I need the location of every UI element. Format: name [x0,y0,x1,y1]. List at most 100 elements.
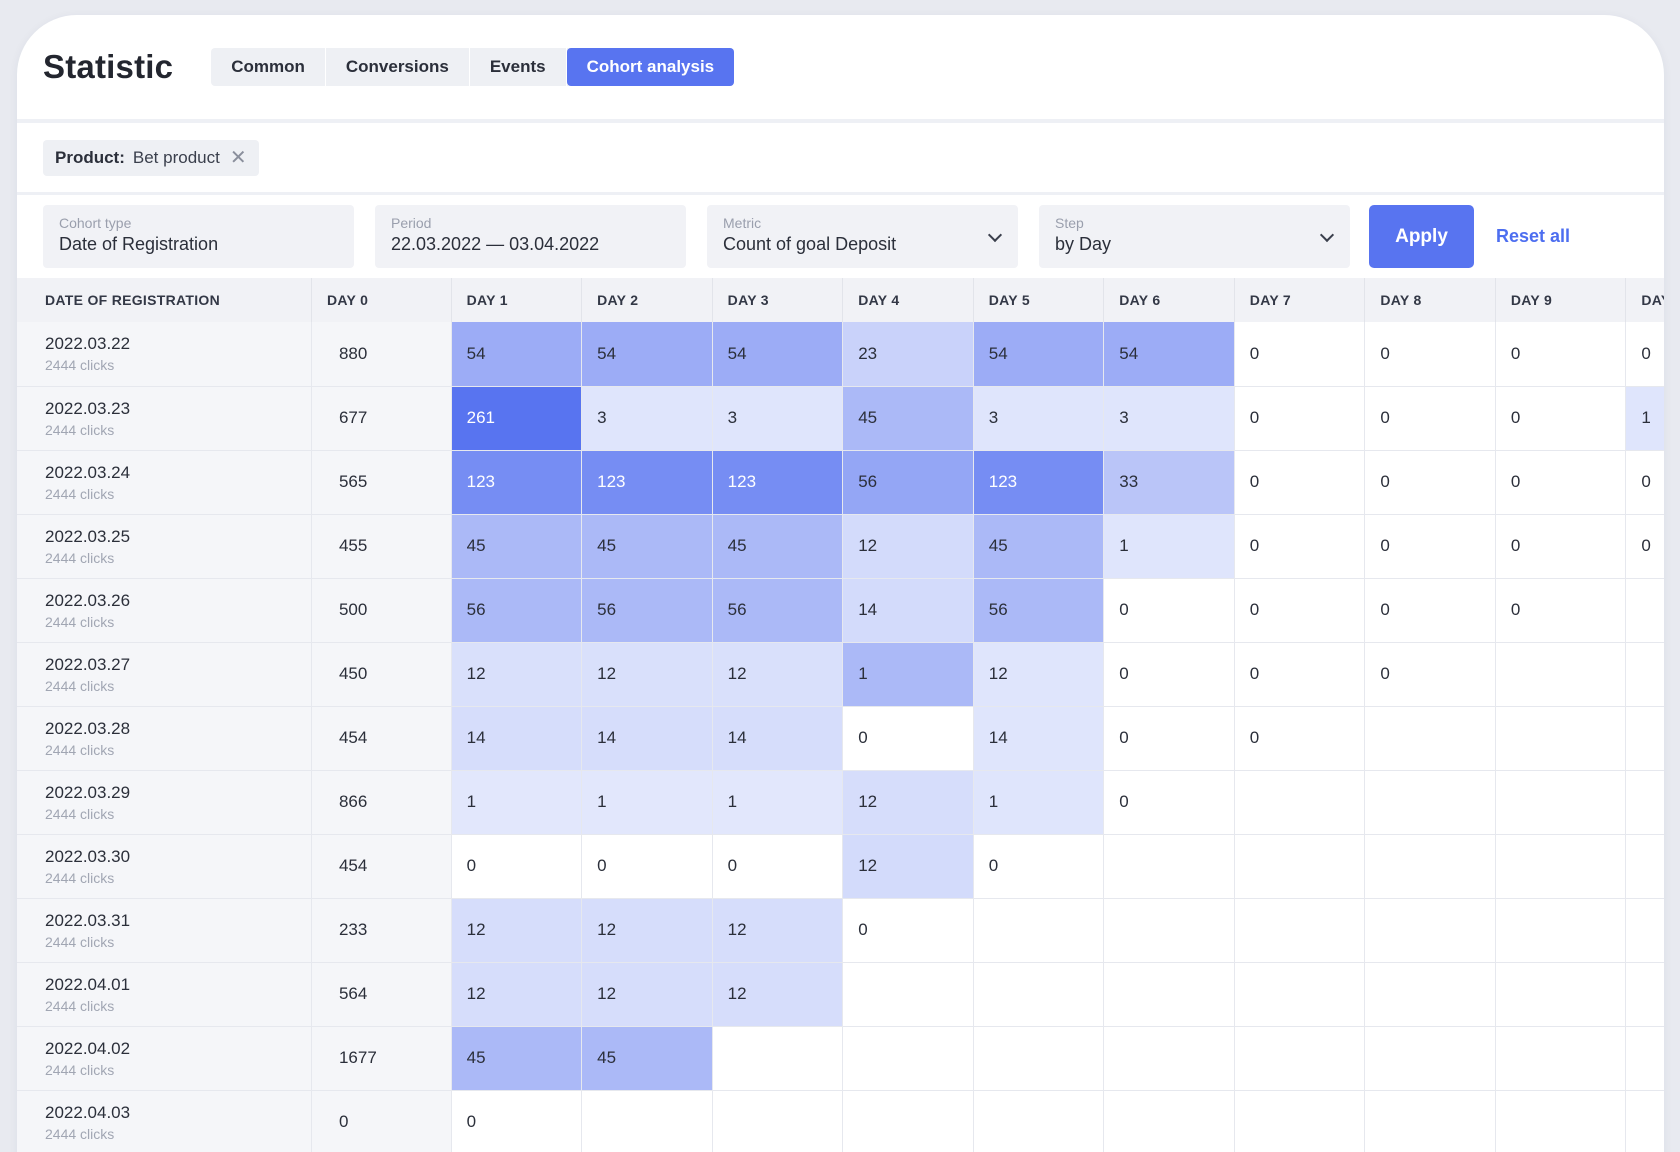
cohort-clicks: 2444 clicks [45,741,115,758]
cohort-controls: Cohort type Date of Registration Period … [17,195,1664,278]
cohort-clicks: 2444 clicks [45,357,115,374]
table-row: 2022.04.01 2444 clicks 564 12 12 12 [17,962,1664,1027]
empty-cell [1103,834,1235,899]
tab-conversions[interactable]: Conversions [326,48,470,86]
column-header: DAY 5 [973,278,1105,322]
empty-cell [1364,706,1496,771]
day0-cell: 565 [311,450,452,515]
cohort-clicks: 2444 clicks [45,805,115,822]
cohort-value-cell: 0 [1625,450,1664,515]
cohort-date: 2022.03.27 [45,654,131,674]
column-header: DAY 2 [581,278,713,322]
cohort-value-cell: 14 [973,706,1105,771]
cohort-value-cell: 0 [1103,642,1235,707]
cohort-clicks: 2444 clicks [45,1125,115,1142]
cohort-value-cell: 54 [581,322,713,387]
period-field[interactable]: Period 22.03.2022 — 03.04.2022 [375,205,686,268]
table-row: 2022.03.25 2444 clicks 455 45 45 45 12 45 1 0 0 0 0 [17,514,1664,579]
empty-cell [1103,962,1235,1027]
day0-cell: 233 [311,898,452,963]
cohort-value-cell: 1 [1103,514,1235,579]
filter-chip-key: Product: [55,147,125,167]
tab-bar: Common Conversions Events Cohort analysi… [211,48,735,86]
empty-cell [973,1090,1105,1152]
cohort-value-cell: 0 [1234,514,1366,579]
cohort-value-cell: 0 [1495,386,1627,451]
cohort-value-cell: 45 [712,514,844,579]
cohort-table: DATE OF REGISTRATION DAY 0 DAY 1 DAY 2 D… [17,278,1664,1152]
empty-cell [842,1026,974,1091]
page-title: Statistic [43,48,174,85]
empty-cell [1234,1090,1366,1152]
day0-cell: 454 [311,706,452,771]
cohort-value-cell: 3 [973,386,1105,451]
day0-cell: 677 [311,386,452,451]
cohort-value-cell: 23 [842,322,974,387]
apply-button[interactable]: Apply [1369,205,1474,268]
reset-all-link[interactable]: Reset all [1496,226,1571,246]
cohort-date-cell: 2022.03.23 2444 clicks [17,386,312,451]
column-header: DAY 7 [1234,278,1366,322]
cohort-date: 2022.03.26 [45,590,131,610]
table-row: 2022.03.31 2444 clicks 233 12 12 12 0 [17,898,1664,963]
cohort-value-cell: 12 [451,898,583,963]
table-row: 2022.04.03 2444 clicks 0 0 [17,1090,1664,1152]
cohort-value-cell: 12 [842,770,974,835]
cohort-value-cell: 0 [1364,386,1496,451]
cohort-value-cell: 12 [973,642,1105,707]
cohort-value-cell: 123 [973,450,1105,515]
cohort-value-cell: 1 [973,770,1105,835]
cohort-value-cell: 0 [1234,578,1366,643]
tab-events[interactable]: Events [470,48,567,86]
cohort-value-cell: 0 [1364,642,1496,707]
cohort-table-container: DATE OF REGISTRATION DAY 0 DAY 1 DAY 2 D… [17,278,1664,1152]
cohort-value-cell: 14 [581,706,713,771]
cohort-value-cell: 12 [581,642,713,707]
column-header: DAY 9 [1495,278,1627,322]
page-header: Statistic Common Conversions Events Coho… [17,15,1664,123]
empty-cell [1364,898,1496,963]
empty-cell [842,962,974,1027]
cohort-value-cell: 12 [712,642,844,707]
empty-cell [1625,578,1664,643]
cohort-value-cell: 56 [973,578,1105,643]
table-header-row: DATE OF REGISTRATION DAY 0 DAY 1 DAY 2 D… [17,278,1664,322]
day0-cell: 454 [311,834,452,899]
cohort-value-cell: 0 [1495,578,1627,643]
cohort-value-cell: 0 [1234,642,1366,707]
cohort-date-cell: 2022.03.28 2444 clicks [17,706,312,771]
cohort-date-cell: 2022.04.02 2444 clicks [17,1026,312,1091]
empty-cell [1625,898,1664,963]
column-header: DAY 1 [1625,278,1664,322]
metric-value: Count of goal Deposit [723,234,897,254]
metric-select[interactable]: Metric Count of goal Deposit [707,205,1018,268]
cohort-value-cell: 0 [451,1090,583,1152]
table-row: 2022.03.26 2444 clicks 500 56 56 56 14 56 0 0 0 0 [17,578,1664,643]
step-select[interactable]: Step by Day [1039,205,1350,268]
table-row: 2022.03.23 2444 clicks 677 261 3 3 45 3 3 0 0 0 1 [17,386,1664,451]
filter-chip-product: Product: Bet product ✕ [43,139,259,176]
cohort-type-field[interactable]: Cohort type Date of Registration [43,205,354,268]
cohort-value-cell: 54 [1103,322,1235,387]
empty-cell [1103,898,1235,963]
cohort-clicks: 2444 clicks [45,997,115,1014]
cohort-value-cell: 56 [842,450,974,515]
table-row: 2022.03.27 2444 clicks 450 12 12 12 1 12 0 0 0 [17,642,1664,707]
tab-cohort-analysis[interactable]: Cohort analysis [566,48,735,86]
day0-cell: 0 [311,1090,452,1152]
empty-cell [1495,1090,1627,1152]
empty-cell [1625,962,1664,1027]
tab-common[interactable]: Common [211,48,326,86]
cohort-clicks: 2444 clicks [45,869,115,886]
empty-cell [1495,770,1627,835]
cohort-value-cell: 54 [712,322,844,387]
close-icon[interactable]: ✕ [229,146,247,169]
empty-cell [1364,962,1496,1027]
cohort-date-cell: 2022.04.03 2444 clicks [17,1090,312,1152]
cohort-value-cell: 3 [581,386,713,451]
cohort-date-cell: 2022.03.25 2444 clicks [17,514,312,579]
period-label: Period [391,215,432,231]
cohort-value-cell: 1 [842,642,974,707]
cohort-date: 2022.03.28 [45,718,131,738]
cohort-date-cell: 2022.03.22 2444 clicks [17,322,312,387]
